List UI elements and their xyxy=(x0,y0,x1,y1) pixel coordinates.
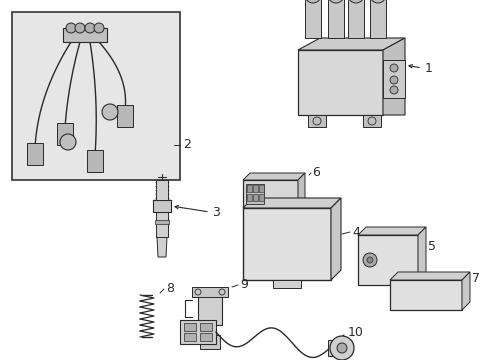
Bar xyxy=(327,0,343,38)
Circle shape xyxy=(369,0,385,3)
Bar xyxy=(57,123,73,145)
Circle shape xyxy=(60,134,76,150)
Polygon shape xyxy=(461,272,469,310)
Text: 1: 1 xyxy=(424,62,432,75)
Bar xyxy=(117,105,133,127)
Text: 7: 7 xyxy=(471,271,479,284)
Text: 9: 9 xyxy=(240,279,247,292)
Bar xyxy=(200,323,212,331)
Circle shape xyxy=(327,0,343,3)
Bar xyxy=(259,194,264,201)
Text: 4: 4 xyxy=(351,225,359,238)
Bar xyxy=(252,194,258,201)
Bar xyxy=(27,143,43,165)
Circle shape xyxy=(102,104,118,120)
Bar xyxy=(153,200,171,212)
Bar xyxy=(357,235,417,285)
Polygon shape xyxy=(243,198,340,208)
Text: 8: 8 xyxy=(165,282,174,294)
Circle shape xyxy=(389,76,397,84)
Bar xyxy=(200,333,212,341)
Circle shape xyxy=(85,23,95,33)
Polygon shape xyxy=(382,38,404,115)
Polygon shape xyxy=(389,272,469,280)
Polygon shape xyxy=(157,237,167,257)
Circle shape xyxy=(362,253,376,267)
Circle shape xyxy=(347,0,363,3)
Polygon shape xyxy=(330,198,340,280)
Circle shape xyxy=(329,336,353,360)
Polygon shape xyxy=(243,173,305,180)
Text: 10: 10 xyxy=(347,325,363,338)
Bar xyxy=(12,12,180,180)
Text: 6: 6 xyxy=(311,166,319,179)
Bar xyxy=(243,180,297,208)
Circle shape xyxy=(94,23,104,33)
Polygon shape xyxy=(297,173,305,208)
Bar xyxy=(272,280,301,288)
Bar xyxy=(155,220,169,224)
Bar xyxy=(307,115,325,127)
Polygon shape xyxy=(357,227,425,235)
Polygon shape xyxy=(417,227,425,285)
Bar xyxy=(259,185,264,192)
Circle shape xyxy=(336,343,346,353)
Bar xyxy=(389,280,461,310)
Bar xyxy=(156,180,168,200)
Circle shape xyxy=(366,257,372,263)
Bar xyxy=(305,0,320,38)
Bar xyxy=(192,287,227,297)
Bar xyxy=(327,340,341,356)
Bar xyxy=(200,335,220,349)
Bar xyxy=(252,185,258,192)
Circle shape xyxy=(66,23,76,33)
Text: 2: 2 xyxy=(183,139,190,152)
Bar xyxy=(246,194,251,201)
Text: 5: 5 xyxy=(427,240,435,253)
Bar xyxy=(183,333,196,341)
Bar xyxy=(156,212,168,237)
Bar xyxy=(347,0,363,38)
Bar xyxy=(245,184,264,204)
Bar xyxy=(87,150,103,172)
Bar xyxy=(180,320,216,344)
Bar xyxy=(369,0,385,38)
Circle shape xyxy=(305,0,320,3)
Bar xyxy=(63,28,107,42)
Circle shape xyxy=(389,86,397,94)
Polygon shape xyxy=(297,38,404,50)
Bar xyxy=(362,115,380,127)
Text: 3: 3 xyxy=(212,206,220,219)
Bar xyxy=(198,295,222,325)
Bar xyxy=(246,185,251,192)
Bar xyxy=(297,50,382,115)
Bar xyxy=(183,323,196,331)
Bar xyxy=(382,60,404,98)
Circle shape xyxy=(389,64,397,72)
Circle shape xyxy=(75,23,85,33)
Bar xyxy=(243,208,330,280)
